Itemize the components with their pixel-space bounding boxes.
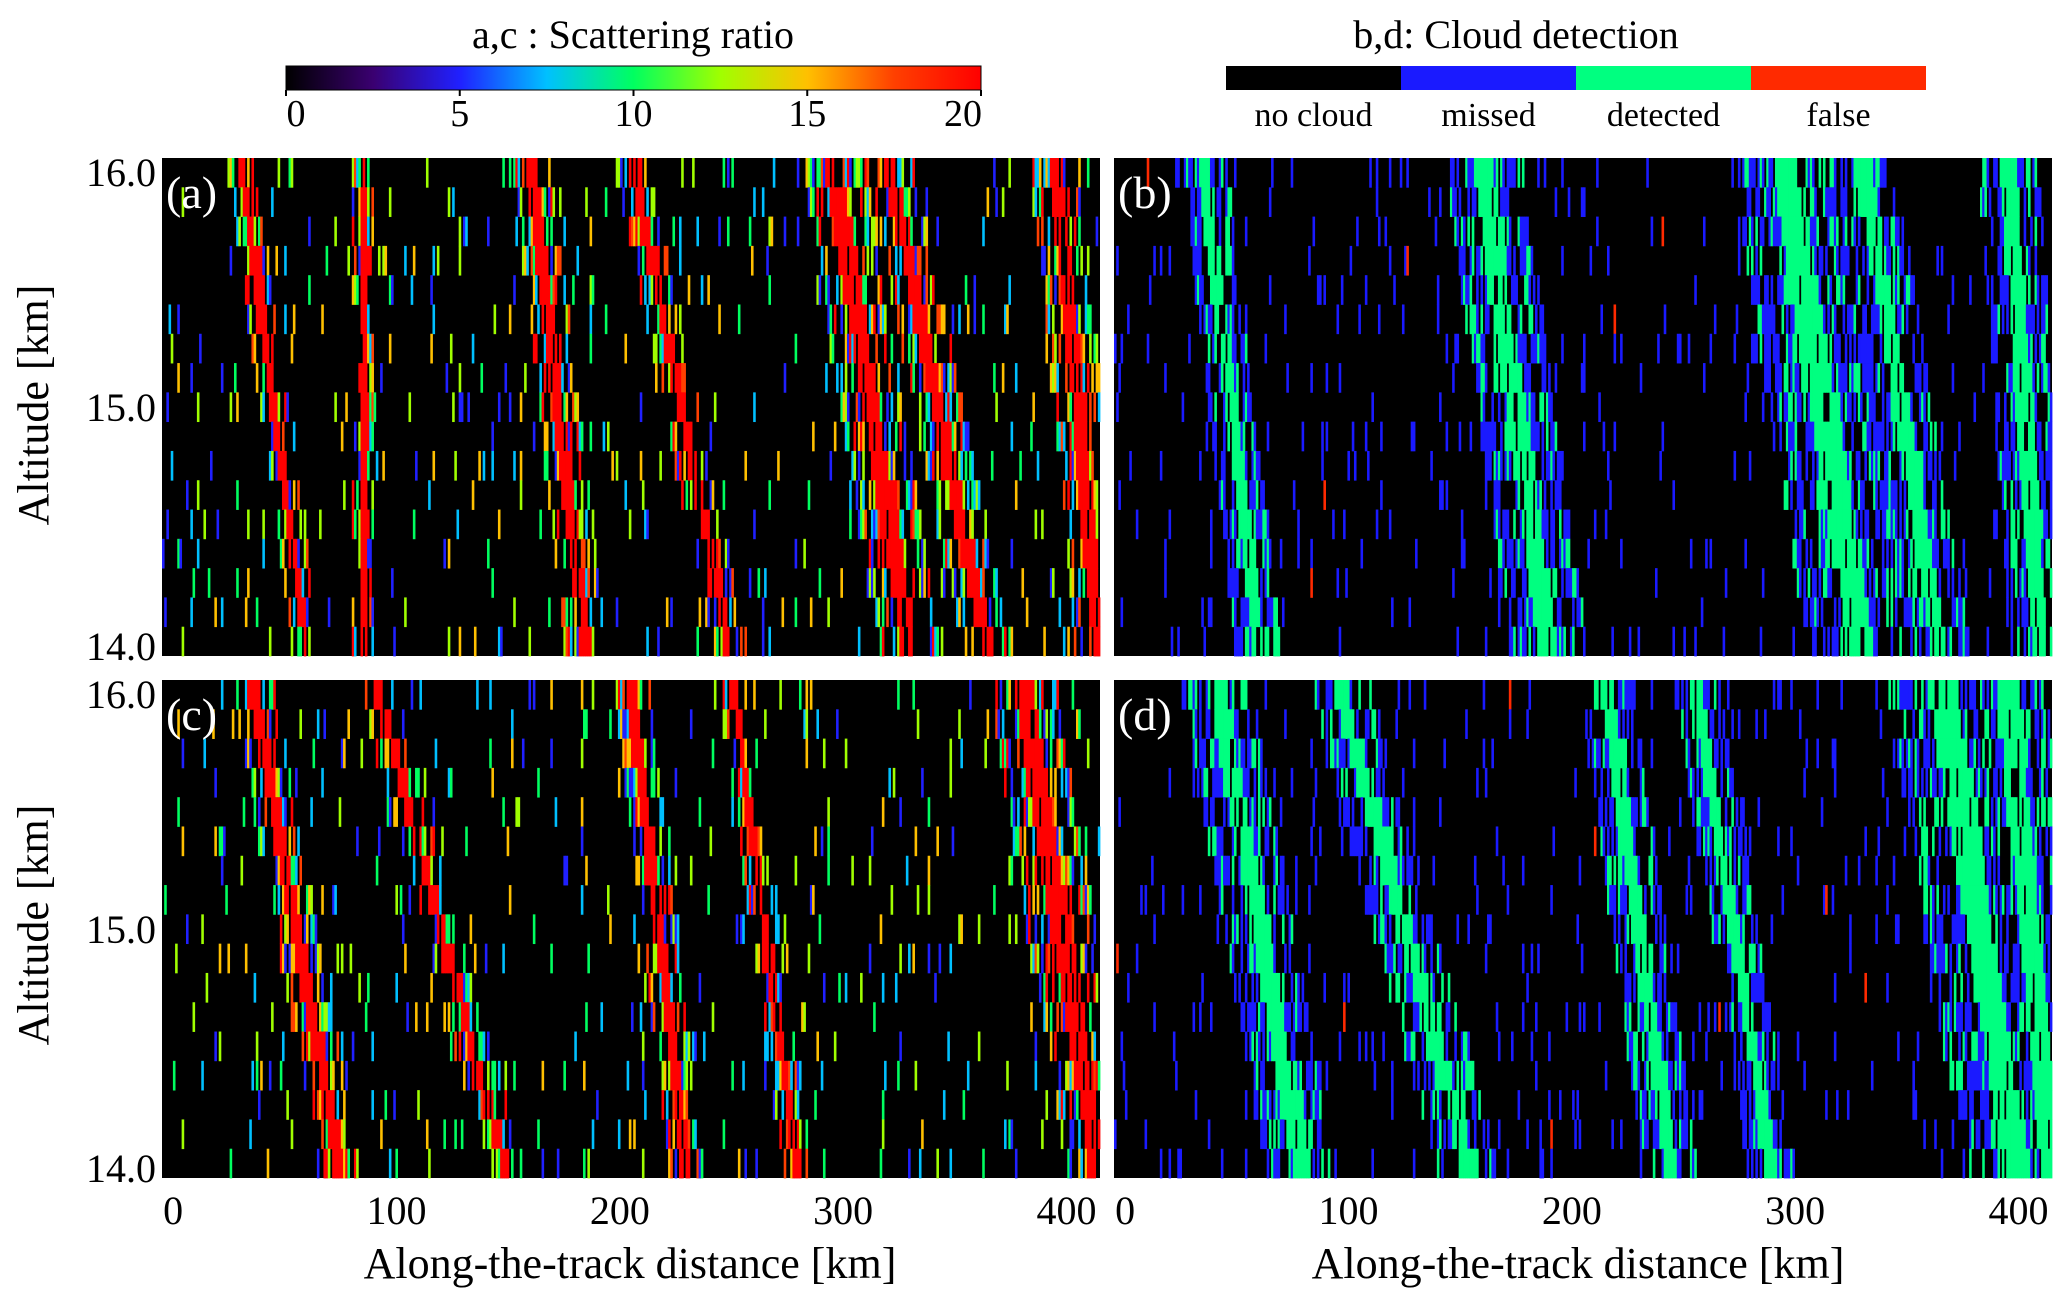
y-tick-label: 14.0: [86, 624, 156, 669]
panel-label: (b): [1118, 167, 1172, 218]
colorbar-title-cloud-detection: b,d: Cloud detection: [1353, 12, 1679, 57]
y-tick-label: 16.0: [86, 150, 156, 195]
colorbar-tick-label: 15: [788, 93, 826, 135]
heatmap-cells: [1114, 680, 2053, 1179]
colorbar-category-label: false: [1806, 97, 1870, 134]
colorbar-scattering-ratio: a,c : Scattering ratio 0 5 10 15 20: [285, 12, 982, 135]
x-tick-label: 0: [1115, 1188, 1135, 1233]
colorbar-tick-label: 5: [450, 93, 469, 135]
colorbar-tick-label: 0: [287, 93, 306, 135]
panel-c: (c)16.0 15.0 14.00 100 200 300 400: [86, 672, 1101, 1233]
x-tick-label: 300: [813, 1188, 873, 1233]
colorbar-title-scattering-ratio: a,c : Scattering ratio: [472, 12, 794, 57]
x-tick-label: 400: [1037, 1188, 1097, 1233]
colorbar-swatch-missed: [1401, 66, 1576, 90]
x-tick-label: 300: [1765, 1188, 1825, 1233]
heatmap-cells: [1114, 158, 2053, 657]
y-tick-label: 16.0: [86, 672, 156, 717]
colorbar-tick-label: 10: [615, 93, 653, 135]
x-tick-label: 100: [367, 1188, 427, 1233]
panel-label: (d): [1118, 689, 1172, 740]
colorbar-tick-label: 20: [944, 93, 982, 135]
x-axis-title-right: Along-the-track distance [km]: [1312, 1239, 1845, 1288]
colorbar-swatch-false: [1751, 66, 1926, 90]
x-axis-title-left: Along-the-track distance [km]: [364, 1239, 897, 1288]
colorbar-category-label: no cloud: [1254, 97, 1372, 134]
colorbar-category-label: missed: [1441, 97, 1535, 134]
x-tick-label: 200: [1542, 1188, 1602, 1233]
panel-label: (c): [166, 689, 217, 740]
y-axis-title-top: Altitude [km]: [9, 285, 58, 526]
x-tick-label: 400: [1989, 1188, 2049, 1233]
panel-d: (d) 0 100 200 300 400: [1114, 680, 2053, 1233]
y-axis-title-bottom: Altitude [km]: [9, 805, 58, 1046]
colorbar-gradient: [285, 65, 982, 91]
colorbar-swatch-no-cloud: [1226, 66, 1401, 90]
panel-label: (a): [166, 167, 217, 218]
x-tick-label: 100: [1319, 1188, 1379, 1233]
colorbar-swatch-detected: [1576, 66, 1751, 90]
panel-a: (a)16.0 15.0 14.0: [86, 150, 1101, 669]
colorbar-category-label: detected: [1607, 97, 1720, 134]
x-tick-label: 0: [163, 1188, 183, 1233]
x-tick-label: 200: [590, 1188, 650, 1233]
panel-b: (b): [1114, 158, 2053, 657]
heatmap-cells: [162, 158, 1101, 657]
colorbar-cloud-detection: b,d: Cloud detection no cloud missed detec…: [1226, 12, 1926, 134]
y-tick-label: 15.0: [86, 907, 156, 952]
y-tick-label: 15.0: [86, 385, 156, 430]
heatmap-cells: [164, 680, 1101, 1179]
y-tick-label: 14.0: [86, 1146, 156, 1191]
